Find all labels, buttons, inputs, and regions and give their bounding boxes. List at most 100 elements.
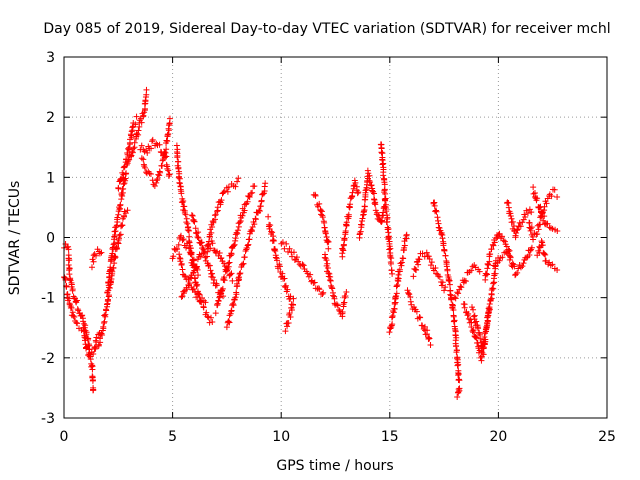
data-point bbox=[526, 252, 533, 259]
data-point bbox=[536, 204, 543, 211]
data-point bbox=[183, 215, 190, 222]
data-point bbox=[89, 376, 96, 383]
data-point bbox=[212, 310, 219, 317]
data-point bbox=[105, 293, 112, 300]
data-point bbox=[241, 207, 248, 214]
data-point bbox=[509, 218, 516, 225]
data-point bbox=[534, 230, 541, 237]
data-point bbox=[285, 320, 292, 327]
data-point bbox=[324, 265, 331, 272]
data-point bbox=[321, 224, 328, 231]
data-point bbox=[379, 217, 386, 224]
data-point bbox=[71, 314, 78, 321]
data-point bbox=[202, 299, 209, 306]
data-point bbox=[234, 230, 241, 237]
data-point bbox=[249, 189, 256, 196]
data-point bbox=[300, 262, 307, 269]
data-point bbox=[204, 242, 211, 249]
data-point bbox=[191, 218, 198, 225]
data-point bbox=[102, 313, 109, 320]
data-point bbox=[387, 253, 394, 260]
data-point bbox=[184, 240, 191, 247]
data-point bbox=[482, 336, 489, 343]
data-point bbox=[320, 289, 327, 296]
data-point bbox=[121, 163, 128, 170]
data-point bbox=[265, 213, 272, 220]
data-point bbox=[359, 215, 366, 222]
data-point bbox=[92, 337, 99, 344]
data-point bbox=[164, 165, 171, 172]
data-point bbox=[453, 334, 460, 341]
data-point bbox=[456, 377, 463, 384]
data-point bbox=[119, 192, 126, 199]
data-point bbox=[194, 266, 201, 273]
data-point bbox=[215, 298, 222, 305]
data-point bbox=[554, 193, 561, 200]
data-point bbox=[352, 179, 359, 186]
data-point bbox=[153, 179, 160, 186]
data-point bbox=[361, 196, 368, 203]
data-point bbox=[163, 153, 170, 160]
data-point bbox=[105, 287, 112, 294]
data-point bbox=[286, 310, 293, 317]
data-series-sdtvar bbox=[61, 86, 561, 401]
data-point bbox=[554, 267, 561, 274]
data-point bbox=[486, 258, 493, 265]
data-point bbox=[396, 266, 403, 273]
data-point bbox=[541, 213, 548, 220]
data-point bbox=[180, 236, 187, 243]
data-point bbox=[282, 328, 289, 335]
data-point bbox=[371, 190, 378, 197]
data-point bbox=[384, 218, 391, 225]
data-point bbox=[281, 275, 288, 282]
data-point bbox=[66, 271, 73, 278]
data-point bbox=[539, 210, 546, 217]
data-point bbox=[207, 267, 214, 274]
data-point bbox=[526, 206, 533, 213]
data-point bbox=[407, 294, 414, 301]
data-point bbox=[194, 234, 201, 241]
data-point bbox=[273, 257, 280, 264]
data-point bbox=[271, 246, 278, 253]
data-point bbox=[100, 319, 107, 326]
data-point bbox=[214, 248, 221, 255]
data-point bbox=[115, 185, 122, 192]
data-point bbox=[490, 280, 497, 287]
data-point bbox=[505, 204, 512, 211]
data-point bbox=[175, 174, 182, 181]
data-point bbox=[491, 239, 498, 246]
data-point bbox=[345, 211, 352, 218]
data-point bbox=[246, 236, 253, 243]
data-point bbox=[285, 248, 292, 255]
data-point bbox=[358, 221, 365, 228]
data-point bbox=[203, 309, 210, 316]
data-point bbox=[312, 192, 319, 199]
data-point bbox=[272, 254, 279, 261]
data-point bbox=[519, 219, 526, 226]
data-point bbox=[236, 271, 243, 278]
data-point bbox=[178, 260, 185, 267]
data-point bbox=[286, 245, 293, 252]
data-point bbox=[183, 286, 190, 293]
data-point bbox=[245, 193, 252, 200]
data-point bbox=[499, 233, 506, 240]
data-point bbox=[287, 313, 294, 320]
data-point bbox=[485, 261, 492, 268]
data-point bbox=[492, 265, 499, 272]
data-point bbox=[183, 244, 190, 251]
data-point bbox=[538, 238, 545, 245]
data-point bbox=[457, 283, 464, 290]
data-point bbox=[189, 212, 196, 219]
data-point bbox=[224, 267, 231, 274]
data-point bbox=[548, 193, 555, 200]
data-point bbox=[434, 214, 441, 221]
data-point bbox=[268, 228, 275, 235]
data-point bbox=[138, 142, 145, 149]
y-tick-label: -1 bbox=[41, 291, 55, 307]
data-point bbox=[228, 307, 235, 314]
data-point bbox=[165, 172, 172, 179]
data-point bbox=[324, 260, 331, 267]
data-point bbox=[522, 214, 529, 221]
data-point bbox=[455, 389, 462, 396]
data-point bbox=[190, 285, 197, 292]
